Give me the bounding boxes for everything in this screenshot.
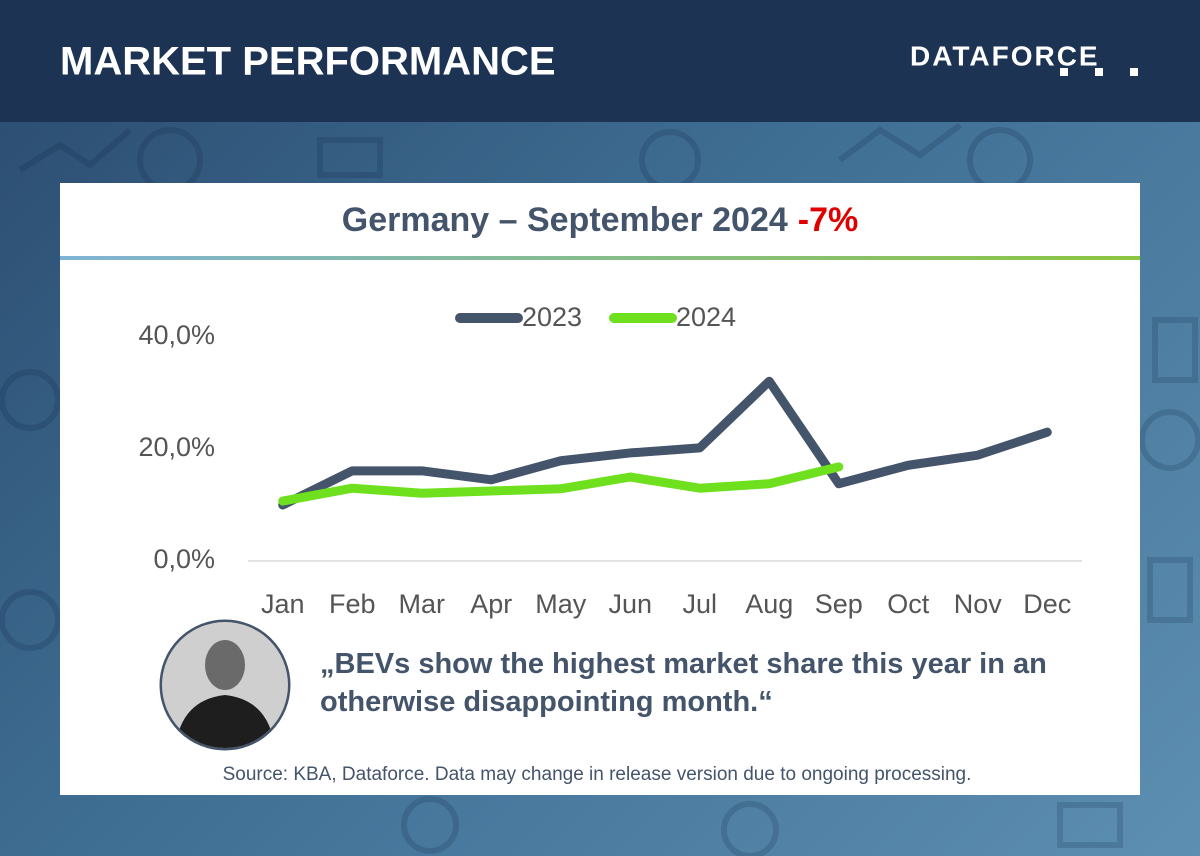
quote: „BEVs show the highest market share this… bbox=[320, 648, 1047, 718]
legend-label: 2023 bbox=[522, 302, 582, 332]
x-tick-label: Mar bbox=[399, 589, 446, 619]
source: Source: KBA, Dataforce. Data may change … bbox=[223, 764, 972, 785]
background-icons bbox=[0, 122, 1200, 856]
x-tick-label: Dec bbox=[1023, 589, 1071, 619]
x-tick-label: May bbox=[535, 589, 587, 619]
header-bar bbox=[0, 0, 1200, 122]
x-tick-label: Apr bbox=[470, 589, 512, 619]
y-tick-label: 0,0% bbox=[153, 544, 215, 574]
chart-title-highlight: -7% bbox=[798, 201, 858, 239]
x-tick-label: Feb bbox=[329, 589, 376, 619]
y-tick-label: 40,0% bbox=[138, 320, 215, 350]
logo-dots bbox=[1060, 68, 1138, 76]
series-line bbox=[278, 462, 844, 506]
title-rule bbox=[60, 256, 1140, 260]
x-tick-label: Nov bbox=[954, 589, 1003, 619]
x-tick-label: Aug bbox=[745, 589, 793, 619]
legend-label: 2024 bbox=[676, 302, 736, 332]
header-title: MARKET PERFORMANCE bbox=[60, 40, 556, 84]
x-tick-label: Oct bbox=[887, 589, 930, 619]
y-tick-label: 20,0% bbox=[138, 432, 215, 462]
portrait-figure bbox=[162, 622, 288, 748]
logo: DATAFORCE bbox=[910, 40, 1100, 71]
chart-title-group: Germany – September 2024 -7% bbox=[342, 201, 859, 239]
quote-box: „BEVs show the highest market share this… bbox=[320, 648, 1047, 718]
series-line bbox=[278, 376, 1052, 510]
x-tick-label: Sep bbox=[815, 589, 863, 619]
x-tick-label: Jun bbox=[608, 589, 652, 619]
x-tick-label: Jul bbox=[682, 589, 717, 619]
chart-title: Germany – September 2024 bbox=[342, 201, 788, 239]
x-tick-label: Jan bbox=[261, 589, 305, 619]
